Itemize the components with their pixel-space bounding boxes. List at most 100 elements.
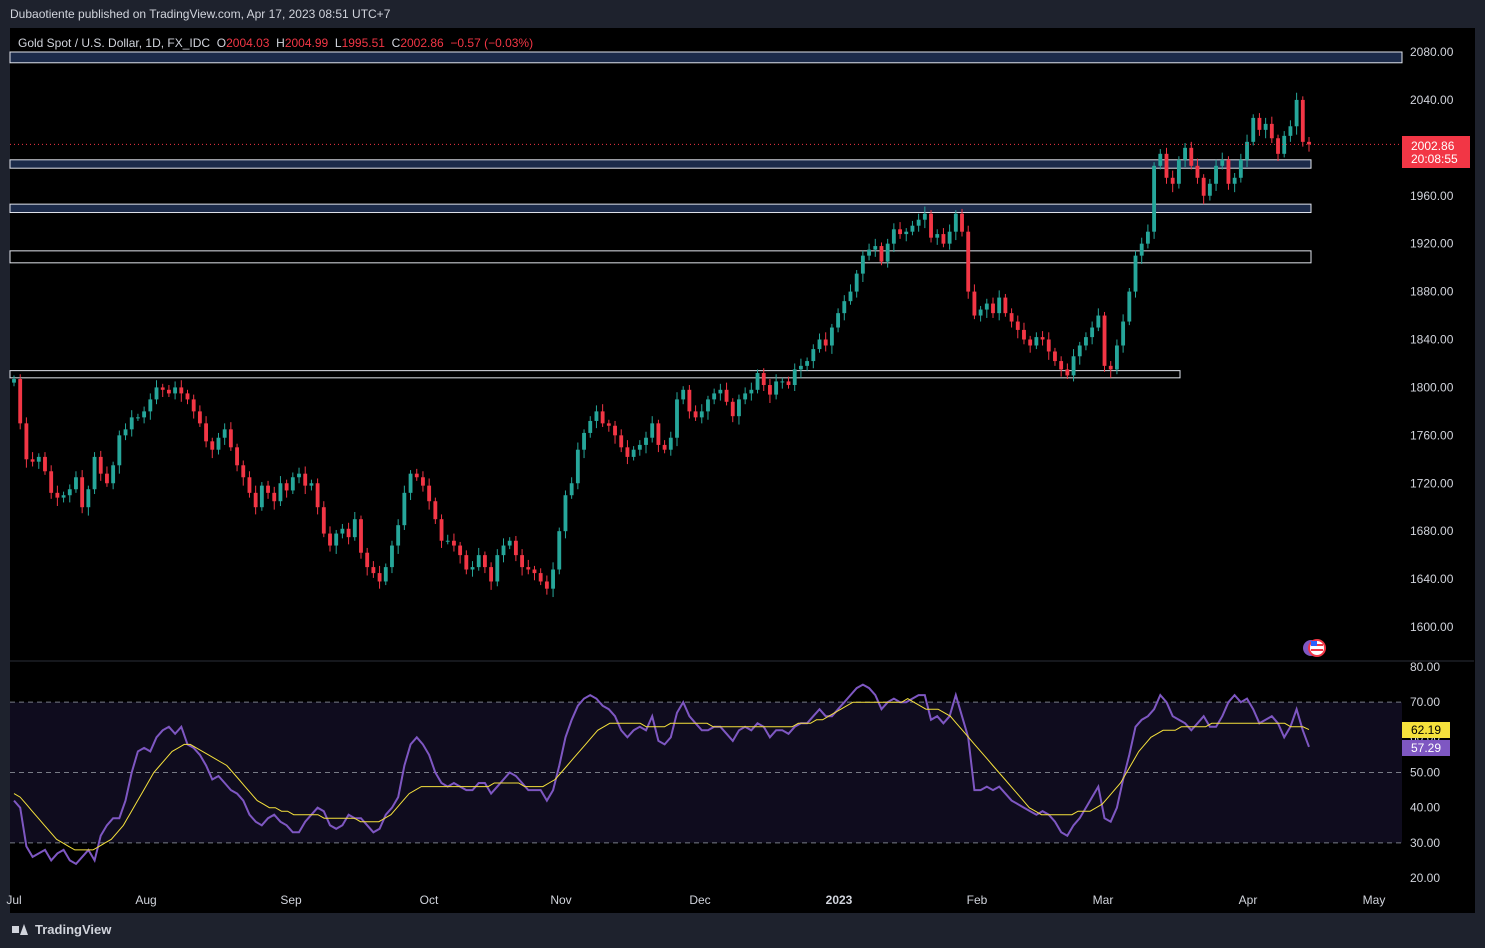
sr-zone: [9, 370, 1181, 379]
candle-body: [1077, 345, 1082, 357]
time-tick-label: Mar: [1093, 893, 1114, 907]
time-tick-label: Apr: [1239, 893, 1258, 907]
price-pane: [10, 30, 1474, 660]
candle-body: [687, 389, 692, 412]
candle-body: [1164, 153, 1169, 178]
candle-body: [563, 495, 568, 532]
candle-body: [1226, 159, 1231, 184]
low-label: L: [334, 36, 342, 50]
time-tick-label: Dec: [689, 893, 710, 907]
candle-body: [1201, 177, 1206, 196]
candle-body: [1127, 291, 1132, 322]
candle-body: [272, 492, 277, 502]
time-tick-label: Jul: [6, 893, 21, 907]
candle-body: [1263, 123, 1268, 130]
change-value: −0.57 (−0.03%): [450, 36, 534, 50]
candle-body: [749, 389, 754, 394]
sr-zone: [9, 159, 1312, 169]
candle-body: [1220, 159, 1225, 166]
candle-body: [1307, 141, 1311, 145]
candle-body: [706, 399, 710, 412]
price-tick-label: 2080.00: [1410, 45, 1454, 59]
candle-body: [1046, 339, 1051, 352]
candle-body: [1102, 315, 1107, 366]
candle-body: [371, 567, 376, 574]
candle-body: [916, 219, 921, 226]
candle-body: [1053, 351, 1057, 362]
candle-body: [61, 495, 66, 498]
candle-body: [904, 231, 909, 235]
open-label: O: [216, 36, 227, 50]
close-label: C: [391, 36, 401, 50]
footer-brand[interactable]: TradingView: [12, 922, 111, 937]
candle-body: [105, 473, 109, 484]
candle-body: [910, 225, 915, 232]
candle-body: [507, 540, 512, 546]
candle-body: [718, 389, 723, 394]
candle-body: [278, 483, 283, 502]
candle-body: [693, 411, 698, 418]
candle-body: [637, 444, 642, 450]
candle-body: [129, 417, 134, 430]
candle-body: [421, 477, 425, 486]
candle-body: [1288, 126, 1293, 136]
price-tick-label: 1920.00: [1410, 237, 1454, 251]
rsi-tick-label: 40.00: [1410, 801, 1440, 815]
candle-body: [92, 456, 97, 490]
candle-body: [365, 552, 370, 568]
candle-body: [24, 423, 29, 460]
us-flag-canton: [1311, 641, 1317, 646]
candle-body: [216, 437, 221, 450]
candle-body: [1139, 243, 1144, 256]
candle-body: [346, 528, 351, 538]
candle-body: [154, 387, 159, 400]
candle-body: [582, 432, 586, 450]
candle-body: [495, 555, 500, 582]
candle-body: [1133, 255, 1138, 292]
candle-body: [730, 401, 735, 417]
candle-body: [185, 393, 190, 400]
candle-body: [798, 365, 803, 370]
time-tick-label: Sep: [280, 893, 302, 907]
candle-body: [247, 477, 252, 493]
candle-body: [352, 519, 357, 538]
candle-body: [625, 447, 630, 457]
candle-body: [885, 243, 890, 262]
rsi-line: [13, 683, 1310, 866]
candle-body: [613, 425, 617, 436]
candle-body: [1096, 315, 1101, 328]
high-label: H: [276, 36, 285, 50]
candle-body: [445, 540, 450, 542]
candle-body: [644, 437, 648, 445]
candle-body: [470, 567, 475, 570]
rsi-ma-line: [13, 698, 1310, 851]
candle-body: [929, 213, 933, 238]
candle-body: [1114, 345, 1119, 370]
candle-body: [235, 447, 239, 466]
candle-body: [1084, 337, 1088, 346]
candle-body: [848, 291, 853, 302]
candle-body: [947, 231, 952, 244]
time-tick-label: May: [1363, 893, 1386, 907]
candle-body: [786, 381, 791, 386]
candle-body: [123, 429, 128, 436]
candle-body: [228, 429, 233, 448]
candle-body: [266, 485, 270, 493]
price-tick-label: 1800.00: [1410, 380, 1454, 394]
candle-body: [1022, 329, 1026, 340]
candle-body: [1183, 147, 1187, 160]
time-tick-label: Feb: [967, 893, 988, 907]
symbol-legend: Gold Spot / U.S. Dollar, 1D, FX_IDC O200…: [18, 36, 533, 50]
candle-body: [191, 399, 196, 412]
candle-body: [489, 567, 494, 582]
candle-body: [1251, 117, 1256, 142]
candle-body: [321, 507, 326, 534]
candle-body: [1214, 165, 1218, 184]
candle-body: [1294, 99, 1299, 127]
candle-body: [972, 291, 977, 316]
candle-body: [464, 555, 469, 570]
candle-body: [520, 555, 525, 568]
candle-body: [284, 483, 289, 491]
candle-body: [960, 213, 964, 232]
